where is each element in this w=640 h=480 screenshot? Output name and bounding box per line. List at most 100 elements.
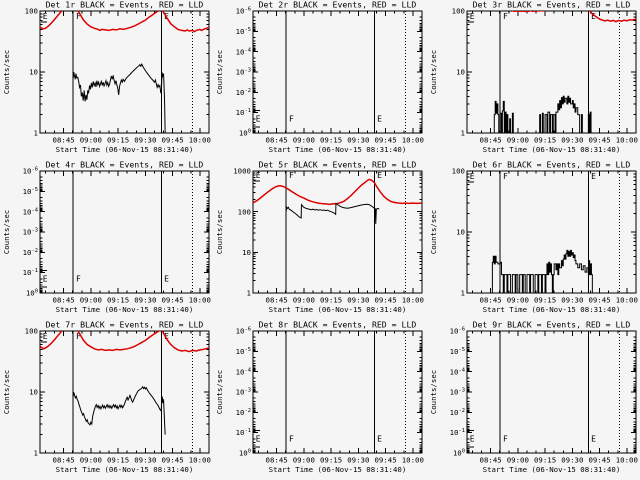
- svg-text:09:30: 09:30: [561, 135, 583, 144]
- svg-text:10:00: 10:00: [615, 455, 637, 464]
- svg-text:09:45: 09:45: [588, 295, 610, 304]
- plot-panel-det-1r: Det 1r BLACK = Events, RED = LLD 08:45 09:…: [0, 0, 213, 160]
- svg-text:E: E: [377, 171, 382, 180]
- svg-text:09:45: 09:45: [161, 295, 183, 304]
- svg-text:10-3: 10-3: [449, 388, 464, 397]
- svg-text:Det 2r BLACK = Events, RED = L: Det 2r BLACK = Events, RED = LLD: [259, 0, 417, 10]
- svg-text:10-6: 10-6: [449, 327, 464, 336]
- svg-text:10:00: 10:00: [189, 455, 211, 464]
- svg-text:E: E: [43, 275, 48, 284]
- plot-panel-det-4r: Det 4r BLACK = Events, RED = LLD 08:45 09:…: [0, 160, 213, 320]
- svg-text:08:45: 08:45: [479, 295, 501, 304]
- svg-text:1: 1: [34, 129, 38, 138]
- chart-det-6r: Det 6r BLACK = Events, RED = LLD 08:45 09:…: [429, 160, 638, 314]
- svg-text:Counts/sec: Counts/sec: [215, 370, 224, 414]
- svg-text:Start Time (06-Nov-15 08:31:40: Start Time (06-Nov-15 08:31:40): [269, 145, 407, 154]
- svg-text:F: F: [503, 435, 508, 444]
- chart-det-8r: Det 8r BLACK = Events, RED = LLD 08:45 09:…: [215, 320, 424, 474]
- svg-text:10:00: 10:00: [615, 295, 637, 304]
- svg-text:Start Time (06-Nov-15 08:31:40: Start Time (06-Nov-15 08:31:40): [482, 465, 620, 474]
- svg-text:Det 5r BLACK = Events, RED = L: Det 5r BLACK = Events, RED = LLD: [259, 160, 417, 170]
- svg-text:09:00: 09:00: [80, 295, 102, 304]
- svg-text:Start Time (06-Nov-15 08:31:40: Start Time (06-Nov-15 08:31:40): [269, 465, 407, 474]
- svg-text:10-2: 10-2: [449, 408, 464, 417]
- svg-text:10:00: 10:00: [402, 455, 424, 464]
- svg-text:09:30: 09:30: [134, 295, 156, 304]
- svg-text:09:00: 09:00: [293, 455, 315, 464]
- chart-det-4r: Det 4r BLACK = Events, RED = LLD 08:45 09:…: [2, 160, 211, 314]
- svg-text:F: F: [76, 275, 81, 284]
- svg-text:100: 100: [26, 289, 38, 298]
- svg-text:E: E: [256, 171, 261, 180]
- svg-text:Det 1r BLACK = Events, RED = L: Det 1r BLACK = Events, RED = LLD: [46, 0, 204, 10]
- svg-text:Counts/sec: Counts/sec: [2, 50, 11, 94]
- svg-text:08:45: 08:45: [266, 295, 288, 304]
- svg-text:1: 1: [460, 129, 464, 138]
- svg-text:10-1: 10-1: [449, 428, 464, 437]
- svg-text:10-2: 10-2: [236, 408, 251, 417]
- svg-text:Start Time (06-Nov-15 08:31:40: Start Time (06-Nov-15 08:31:40): [56, 465, 194, 474]
- svg-text:Det 4r BLACK = Events, RED = L: Det 4r BLACK = Events, RED = LLD: [46, 160, 204, 170]
- svg-text:10-3: 10-3: [236, 388, 251, 397]
- plot-panel-det-2r: Det 2r BLACK = Events, RED = LLD 08:45 09:…: [213, 0, 426, 160]
- svg-text:10:00: 10:00: [402, 135, 424, 144]
- svg-text:10:00: 10:00: [402, 295, 424, 304]
- svg-text:09:45: 09:45: [161, 455, 183, 464]
- chart-det-3r: Det 3r BLACK = Events, RED = LLD 08:45 09:…: [429, 0, 638, 154]
- svg-text:E: E: [164, 275, 169, 284]
- svg-text:09:15: 09:15: [534, 455, 556, 464]
- svg-text:10-6: 10-6: [236, 7, 251, 16]
- svg-text:10-1: 10-1: [23, 268, 38, 277]
- svg-text:Det 8r BLACK = Events, RED = L: Det 8r BLACK = Events, RED = LLD: [259, 320, 417, 330]
- svg-text:F: F: [289, 435, 294, 444]
- svg-text:10-2: 10-2: [236, 88, 251, 97]
- plot-panel-det-6r: Det 6r BLACK = Events, RED = LLD 08:45 09:…: [427, 160, 640, 320]
- svg-text:09:00: 09:00: [506, 135, 528, 144]
- svg-text:08:45: 08:45: [53, 135, 75, 144]
- chart-det-2r: Det 2r BLACK = Events, RED = LLD 08:45 09:…: [215, 0, 424, 154]
- svg-text:Det 6r BLACK = Events, RED = L: Det 6r BLACK = Events, RED = LLD: [472, 160, 630, 170]
- svg-text:E: E: [164, 332, 169, 341]
- svg-text:Det 9r BLACK = Events, RED = L: Det 9r BLACK = Events, RED = LLD: [472, 320, 630, 330]
- svg-text:Start Time (06-Nov-15 08:31:40: Start Time (06-Nov-15 08:31:40): [482, 305, 620, 314]
- svg-text:E: E: [591, 172, 596, 181]
- svg-text:10-4: 10-4: [236, 367, 251, 376]
- svg-text:09:30: 09:30: [348, 455, 370, 464]
- chart-det-9r: Det 9r BLACK = Events, RED = LLD 08:45 09:…: [429, 320, 638, 474]
- svg-text:F: F: [76, 332, 81, 341]
- svg-text:Start Time (06-Nov-15 08:31:40: Start Time (06-Nov-15 08:31:40): [482, 145, 620, 154]
- svg-text:10-5: 10-5: [23, 187, 38, 196]
- plot-panel-det-3r: Det 3r BLACK = Events, RED = LLD 08:45 09:…: [427, 0, 640, 160]
- svg-text:09:30: 09:30: [561, 295, 583, 304]
- svg-text:100: 100: [25, 7, 38, 16]
- svg-text:100: 100: [25, 327, 38, 336]
- svg-text:10-4: 10-4: [236, 47, 251, 56]
- svg-text:E: E: [591, 435, 596, 444]
- svg-text:10: 10: [456, 68, 465, 77]
- svg-text:10-2: 10-2: [23, 248, 38, 257]
- svg-text:10-4: 10-4: [449, 367, 464, 376]
- svg-text:09:15: 09:15: [534, 295, 556, 304]
- svg-text:F: F: [503, 172, 508, 181]
- svg-text:10-3: 10-3: [23, 228, 38, 237]
- svg-text:Det 7r BLACK = Events, RED = L: Det 7r BLACK = Events, RED = LLD: [46, 320, 204, 330]
- svg-text:09:00: 09:00: [506, 455, 528, 464]
- plot-panel-det-9r: Det 9r BLACK = Events, RED = LLD 08:45 09:…: [427, 320, 640, 480]
- svg-text:08:45: 08:45: [266, 455, 288, 464]
- svg-text:Counts/sec: Counts/sec: [429, 50, 438, 94]
- svg-text:F: F: [76, 12, 81, 21]
- svg-text:E: E: [43, 332, 48, 341]
- svg-text:10-5: 10-5: [449, 347, 464, 356]
- plot-panel-det-8r: Det 8r BLACK = Events, RED = LLD 08:45 09:…: [213, 320, 426, 480]
- svg-text:Start Time (06-Nov-15 08:31:40: Start Time (06-Nov-15 08:31:40): [56, 305, 194, 314]
- svg-text:09:15: 09:15: [320, 295, 342, 304]
- svg-text:100: 100: [451, 167, 464, 176]
- svg-text:Det 3r BLACK = Events, RED = L: Det 3r BLACK = Events, RED = LLD: [472, 0, 630, 10]
- svg-text:09:00: 09:00: [80, 135, 102, 144]
- svg-text:09:45: 09:45: [588, 135, 610, 144]
- svg-text:08:45: 08:45: [479, 455, 501, 464]
- svg-text:10: 10: [29, 68, 38, 77]
- chart-det-5r: Det 5r BLACK = Events, RED = LLD 08:45 09:…: [215, 160, 424, 314]
- svg-text:10: 10: [456, 228, 465, 237]
- svg-text:09:45: 09:45: [375, 455, 397, 464]
